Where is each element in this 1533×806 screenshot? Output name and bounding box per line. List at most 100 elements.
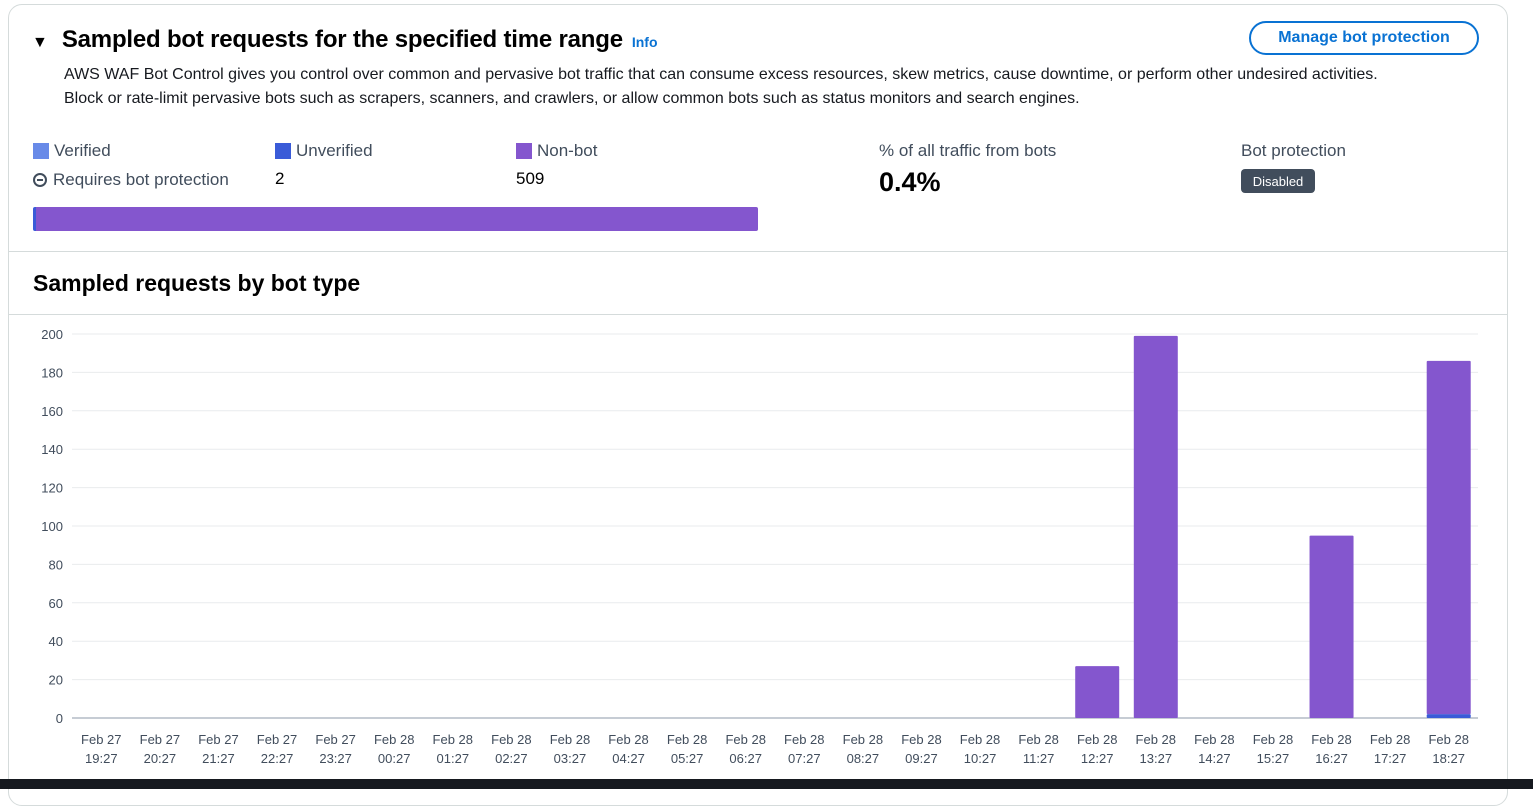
x-tick-label-date: Feb 28 xyxy=(667,732,707,747)
verified-value: Requires bot protection xyxy=(33,170,229,190)
bot-requests-panel xyxy=(8,4,1508,806)
x-tick-label-time: 19:27 xyxy=(85,751,118,766)
x-tick-label-time: 06:27 xyxy=(729,751,762,766)
x-tick-label-time: 03:27 xyxy=(554,751,587,766)
x-tick-label-date: Feb 28 xyxy=(1311,732,1351,747)
traffic-distribution-bar xyxy=(33,207,758,231)
x-tick-label-time: 13:27 xyxy=(1140,751,1173,766)
description-line-1: AWS WAF Bot Control gives you control ov… xyxy=(64,66,1378,83)
x-tick-label-date: Feb 28 xyxy=(491,732,531,747)
bar-non-bot xyxy=(1133,335,1178,718)
x-tick-label-date: Feb 27 xyxy=(81,732,121,747)
x-tick-label-date: Feb 28 xyxy=(550,732,590,747)
y-tick-label: 140 xyxy=(41,442,63,457)
y-tick-label: 200 xyxy=(41,327,63,342)
x-tick-label-time: 02:27 xyxy=(495,751,528,766)
x-tick-label-time: 21:27 xyxy=(202,751,235,766)
x-tick-label-time: 15:27 xyxy=(1257,751,1290,766)
x-tick-label-time: 00:27 xyxy=(378,751,411,766)
x-tick-label-date: Feb 28 xyxy=(784,732,824,747)
chart-divider xyxy=(8,314,1507,315)
y-tick-label: 120 xyxy=(41,481,63,496)
x-tick-label-time: 16:27 xyxy=(1315,751,1348,766)
x-tick-label-date: Feb 28 xyxy=(1253,732,1293,747)
x-tick-label-date: Feb 28 xyxy=(1428,732,1468,747)
bar-unverified xyxy=(1426,714,1471,718)
legend-verified-label: Verified xyxy=(54,141,111,160)
x-tick-label-date: Feb 28 xyxy=(1194,732,1234,747)
x-tick-label-date: Feb 27 xyxy=(257,732,297,747)
x-tick-label-date: Feb 28 xyxy=(901,732,941,747)
y-tick-label: 80 xyxy=(49,557,63,572)
x-tick-label-date: Feb 27 xyxy=(315,732,355,747)
legend-unverified-label: Unverified xyxy=(296,141,373,160)
manage-bot-protection-button[interactable]: Manage bot protection xyxy=(1249,21,1479,55)
x-tick-label-date: Feb 27 xyxy=(198,732,238,747)
x-tick-label-time: 18:27 xyxy=(1432,751,1465,766)
bot-protection-label: Bot protection xyxy=(1241,141,1346,160)
panel-description: AWS WAF Bot Control gives you control ov… xyxy=(64,63,1484,111)
legend-verified: Verified xyxy=(33,141,111,161)
traffic-percent-label: % of all traffic from bots xyxy=(879,141,1057,160)
y-tick-label: 60 xyxy=(49,596,63,611)
bottom-bar xyxy=(0,779,1533,789)
y-tick-label: 40 xyxy=(49,634,63,649)
nonbot-swatch-icon xyxy=(516,143,532,159)
section-divider xyxy=(8,251,1507,252)
chart-section-title: Sampled requests by bot type xyxy=(33,270,361,296)
chart-svg: 0 20 40 60 80 100 120 140 160 180 200 Feb 27 19:27 Fe… xyxy=(41,327,1478,766)
x-tick-label-date: Feb 28 xyxy=(843,732,883,747)
verified-swatch-icon xyxy=(33,143,49,159)
status-badge: Disabled xyxy=(1241,169,1315,193)
info-link[interactable]: Info xyxy=(631,34,658,50)
y-tick-label: 160 xyxy=(41,404,63,419)
x-tick-label-time: 17:27 xyxy=(1374,751,1407,766)
x-tick-label-time: 22:27 xyxy=(261,751,294,766)
x-tick-label-date: Feb 27 xyxy=(140,732,180,747)
x-tick-label-time: 10:27 xyxy=(964,751,997,766)
x-tick-label-date: Feb 28 xyxy=(433,732,473,747)
x-tick-label-time: 12:27 xyxy=(1081,751,1114,766)
bar-non-bot xyxy=(1309,535,1354,718)
verified-value-text: Requires bot protection xyxy=(53,170,229,189)
distribution-unverified-segment xyxy=(33,207,36,231)
minus-circle-icon xyxy=(33,173,47,187)
x-tick-label-date: Feb 28 xyxy=(960,732,1000,747)
legend-nonbot-label: Non-bot xyxy=(537,141,598,160)
x-tick-label-time: 01:27 xyxy=(437,751,470,766)
panel-title: Sampled bot requests for the specified t… xyxy=(61,26,623,53)
unverified-swatch-icon xyxy=(275,143,291,159)
y-tick-label: 100 xyxy=(41,519,63,534)
y-tick-label: 180 xyxy=(41,365,63,380)
x-tick-label-date: Feb 28 xyxy=(608,732,648,747)
x-tick-label-date: Feb 28 xyxy=(1370,732,1410,747)
x-tick-label-time: 08:27 xyxy=(847,751,880,766)
x-tick-label-date: Feb 28 xyxy=(725,732,765,747)
x-tick-label-date: Feb 28 xyxy=(1018,732,1058,747)
x-tick-label-time: 14:27 xyxy=(1198,751,1231,766)
x-tick-label-time: 23:27 xyxy=(319,751,352,766)
x-tick-label-time: 05:27 xyxy=(671,751,704,766)
nonbot-count: 509 xyxy=(516,169,545,188)
panel-header: ▼ Sampled bot requests for the specified… xyxy=(32,26,658,54)
description-line-2: Block or rate-limit pervasive bots such … xyxy=(64,90,1080,107)
y-tick-label: 0 xyxy=(56,711,63,726)
legend-nonbot: Non-bot xyxy=(516,141,597,161)
legend-unverified: Unverified xyxy=(275,141,373,161)
bot-type-chart: 0 20 40 60 80 100 120 140 160 180 200 Feb 27 19:27 Fe… xyxy=(9,315,1506,781)
x-tick-label-time: 04:27 xyxy=(612,751,645,766)
traffic-percent-value: 0.4% xyxy=(879,167,941,197)
bar-non-bot xyxy=(1075,666,1120,718)
bar-non-bot xyxy=(1426,360,1471,715)
collapse-caret-icon[interactable]: ▼ xyxy=(32,34,48,51)
y-tick-label: 20 xyxy=(49,673,63,688)
x-tick-label-time: 07:27 xyxy=(788,751,821,766)
x-tick-label-date: Feb 28 xyxy=(1136,732,1176,747)
x-tick-label-date: Feb 28 xyxy=(374,732,414,747)
x-tick-label-time: 09:27 xyxy=(905,751,938,766)
x-tick-label-time: 20:27 xyxy=(144,751,177,766)
x-tick-label-date: Feb 28 xyxy=(1077,732,1117,747)
x-tick-label-time: 11:27 xyxy=(1023,751,1055,766)
distribution-nonbot-segment xyxy=(35,207,758,231)
unverified-count: 2 xyxy=(275,169,285,188)
